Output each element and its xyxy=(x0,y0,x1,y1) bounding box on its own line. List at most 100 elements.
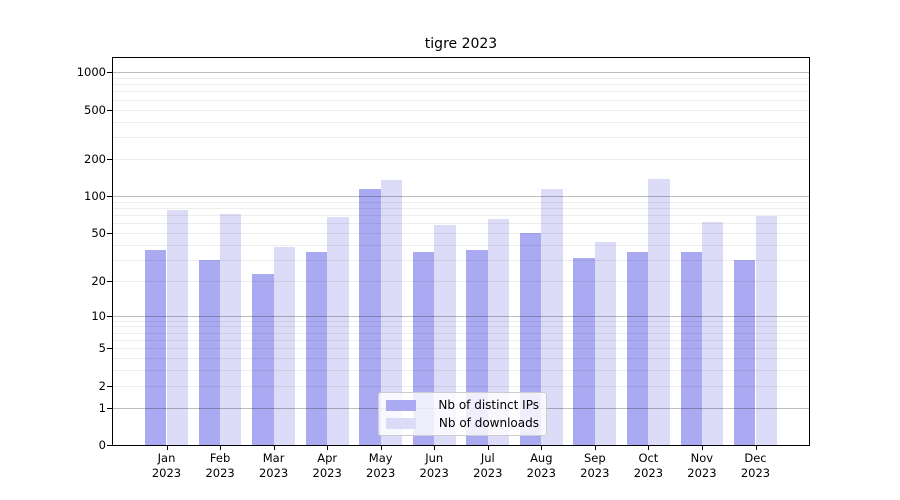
x-tick-mark-apr xyxy=(327,446,329,450)
y-gridline-minor-50 xyxy=(113,232,809,234)
y-tick-label-100: 100 xyxy=(84,188,106,203)
legend-swatch-distinct-ips xyxy=(386,399,416,411)
bar-mar-downloads xyxy=(273,247,295,445)
x-tick-label-may: May 2023 xyxy=(366,451,396,480)
y-gridline-minor-200 xyxy=(113,158,809,160)
x-tick-label-jul: Jul 2023 xyxy=(473,451,503,480)
y-gridline-minor-80 xyxy=(113,207,809,209)
y-tick-label-20: 20 xyxy=(91,273,106,288)
bar-aug-downloads xyxy=(541,188,563,445)
y-tick-mark-0 xyxy=(107,445,112,446)
y-gridline-minor-900 xyxy=(113,77,809,79)
y-gridline-minor-60 xyxy=(113,223,809,225)
x-tick-label-apr: Apr 2023 xyxy=(312,451,342,480)
y-gridline-major-1000 xyxy=(113,72,809,74)
y-tick-label-200: 200 xyxy=(84,151,106,166)
y-gridline-major-10 xyxy=(113,315,809,317)
bar-nov-distinct-ips xyxy=(680,251,702,445)
x-tick-mark-jan xyxy=(166,446,168,450)
y-tick-label-2: 2 xyxy=(98,378,106,393)
bar-feb-distinct-ips xyxy=(198,259,221,445)
bar-sep-distinct-ips xyxy=(573,258,595,445)
x-tick-mark-jun xyxy=(434,446,436,450)
x-tick-label-dec: Dec 2023 xyxy=(740,451,771,480)
y-gridline-minor-300 xyxy=(113,137,809,138)
x-tick-mark-nov xyxy=(701,446,703,450)
y-gridline-minor-2 xyxy=(113,385,809,387)
bar-may-downloads xyxy=(380,180,403,445)
y-tick-label-500: 500 xyxy=(84,102,106,117)
bar-oct-distinct-ips xyxy=(627,251,649,445)
x-tick-label-sep: Sep 2023 xyxy=(580,451,610,480)
y-gridline-minor-90 xyxy=(113,201,809,203)
x-tick-mark-oct xyxy=(648,446,650,450)
x-tick-mark-jul xyxy=(487,446,489,450)
y-gridline-minor-800 xyxy=(113,84,809,86)
y-tick-label-10: 10 xyxy=(91,308,106,323)
y-tick-label-5: 5 xyxy=(98,341,106,356)
gridlines-layer xyxy=(113,58,809,445)
y-gridline-minor-500 xyxy=(113,109,809,111)
x-tick-label-jun: Jun 2023 xyxy=(419,451,449,480)
y-gridline-major-100 xyxy=(113,195,809,197)
bar-sep-downloads xyxy=(594,242,617,445)
y-gridline-minor-9 xyxy=(113,320,809,322)
bar-jul-downloads xyxy=(487,218,510,445)
bar-dec-downloads xyxy=(755,215,777,445)
bar-jan-distinct-ips xyxy=(145,250,167,445)
y-gridline-minor-3 xyxy=(113,370,809,372)
plot-area xyxy=(112,57,810,446)
y-tick-label-50: 50 xyxy=(91,225,106,240)
x-tick-mark-may xyxy=(380,446,382,450)
y-tick-mark-1 xyxy=(107,407,112,409)
x-tick-label-oct: Oct 2023 xyxy=(633,451,664,480)
y-gridline-minor-700 xyxy=(113,91,809,93)
bar-mar-distinct-ips xyxy=(252,273,274,445)
y-gridline-minor-600 xyxy=(113,99,809,101)
legend-label-distinct-ips: Nb of distinct IPs xyxy=(438,398,539,412)
bar-jun-downloads xyxy=(434,224,456,445)
legend-swatch-downloads xyxy=(386,417,416,429)
x-tick-mark-sep xyxy=(594,446,596,450)
y-tick-mark-1000 xyxy=(107,72,112,74)
x-tick-label-mar: Mar 2023 xyxy=(258,451,289,480)
x-tick-mark-feb xyxy=(220,446,222,450)
y-gridline-minor-8 xyxy=(113,326,809,328)
y-tick-mark-5 xyxy=(107,348,112,350)
x-tick-label-feb: Feb 2023 xyxy=(205,451,235,480)
y-tick-mark-20 xyxy=(107,280,112,282)
legend-item-distinct-ips: Nb of distinct IPs xyxy=(386,398,539,412)
y-tick-label-1000: 1000 xyxy=(76,65,106,80)
x-tick-label-aug: Aug 2023 xyxy=(526,451,556,480)
y-tick-mark-50 xyxy=(107,232,112,234)
chart-title: tigre 2023 xyxy=(424,36,498,52)
y-gridline-minor-20 xyxy=(113,280,809,282)
bar-feb-downloads xyxy=(220,214,242,445)
y-gridline-minor-7 xyxy=(113,332,809,334)
legend: Nb of distinct IPs Nb of downloads xyxy=(378,392,547,436)
bar-oct-downloads xyxy=(648,179,670,445)
y-tick-mark-100 xyxy=(107,195,112,197)
bar-nov-downloads xyxy=(701,222,724,445)
y-gridline-minor-40 xyxy=(113,244,809,246)
x-tick-label-nov: Nov 2023 xyxy=(687,451,717,480)
y-gridline-minor-4 xyxy=(113,358,809,360)
bar-dec-distinct-ips xyxy=(734,259,756,445)
bar-jan-downloads xyxy=(166,209,188,445)
y-tick-label-0: 0 xyxy=(98,438,106,452)
y-gridline-minor-5 xyxy=(113,348,809,350)
y-gridline-minor-30 xyxy=(113,259,809,261)
y-gridline-minor-70 xyxy=(113,215,809,216)
y-tick-mark-10 xyxy=(107,315,112,317)
x-tick-mark-dec xyxy=(755,446,757,450)
y-gridline-minor-400 xyxy=(113,121,809,123)
y-tick-mark-2 xyxy=(107,385,112,387)
legend-item-downloads: Nb of downloads xyxy=(386,416,539,430)
bar-aug-distinct-ips xyxy=(519,232,542,445)
bar-may-distinct-ips xyxy=(359,188,381,445)
legend-label-downloads: Nb of downloads xyxy=(438,416,539,430)
x-tick-label-jan: Jan 2023 xyxy=(151,451,182,480)
y-tick-mark-500 xyxy=(107,109,112,111)
y-tick-mark-200 xyxy=(107,158,112,160)
